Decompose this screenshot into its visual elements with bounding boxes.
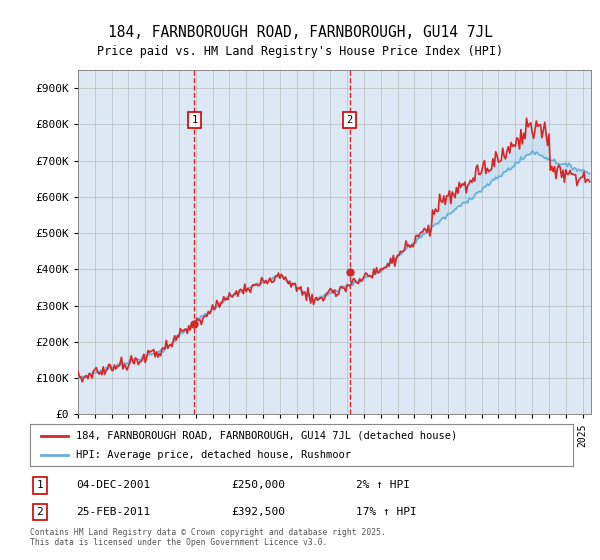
Text: 184, FARNBOROUGH ROAD, FARNBOROUGH, GU14 7JL: 184, FARNBOROUGH ROAD, FARNBOROUGH, GU14… bbox=[107, 25, 493, 40]
Text: Contains HM Land Registry data © Crown copyright and database right 2025.
This d: Contains HM Land Registry data © Crown c… bbox=[30, 528, 386, 547]
Text: Price paid vs. HM Land Registry's House Price Index (HPI): Price paid vs. HM Land Registry's House … bbox=[97, 45, 503, 58]
Text: 17% ↑ HPI: 17% ↑ HPI bbox=[356, 507, 416, 517]
Text: 04-DEC-2001: 04-DEC-2001 bbox=[76, 480, 151, 491]
Text: 184, FARNBOROUGH ROAD, FARNBOROUGH, GU14 7JL (detached house): 184, FARNBOROUGH ROAD, FARNBOROUGH, GU14… bbox=[76, 431, 457, 441]
Text: £250,000: £250,000 bbox=[231, 480, 285, 491]
Text: 2: 2 bbox=[347, 115, 353, 125]
Text: 1: 1 bbox=[37, 480, 43, 491]
Text: 2% ↑ HPI: 2% ↑ HPI bbox=[356, 480, 410, 491]
Text: HPI: Average price, detached house, Rushmoor: HPI: Average price, detached house, Rush… bbox=[76, 450, 351, 460]
Text: 2: 2 bbox=[37, 507, 43, 517]
Text: 25-FEB-2011: 25-FEB-2011 bbox=[76, 507, 151, 517]
Text: £392,500: £392,500 bbox=[231, 507, 285, 517]
Text: 1: 1 bbox=[191, 115, 197, 125]
